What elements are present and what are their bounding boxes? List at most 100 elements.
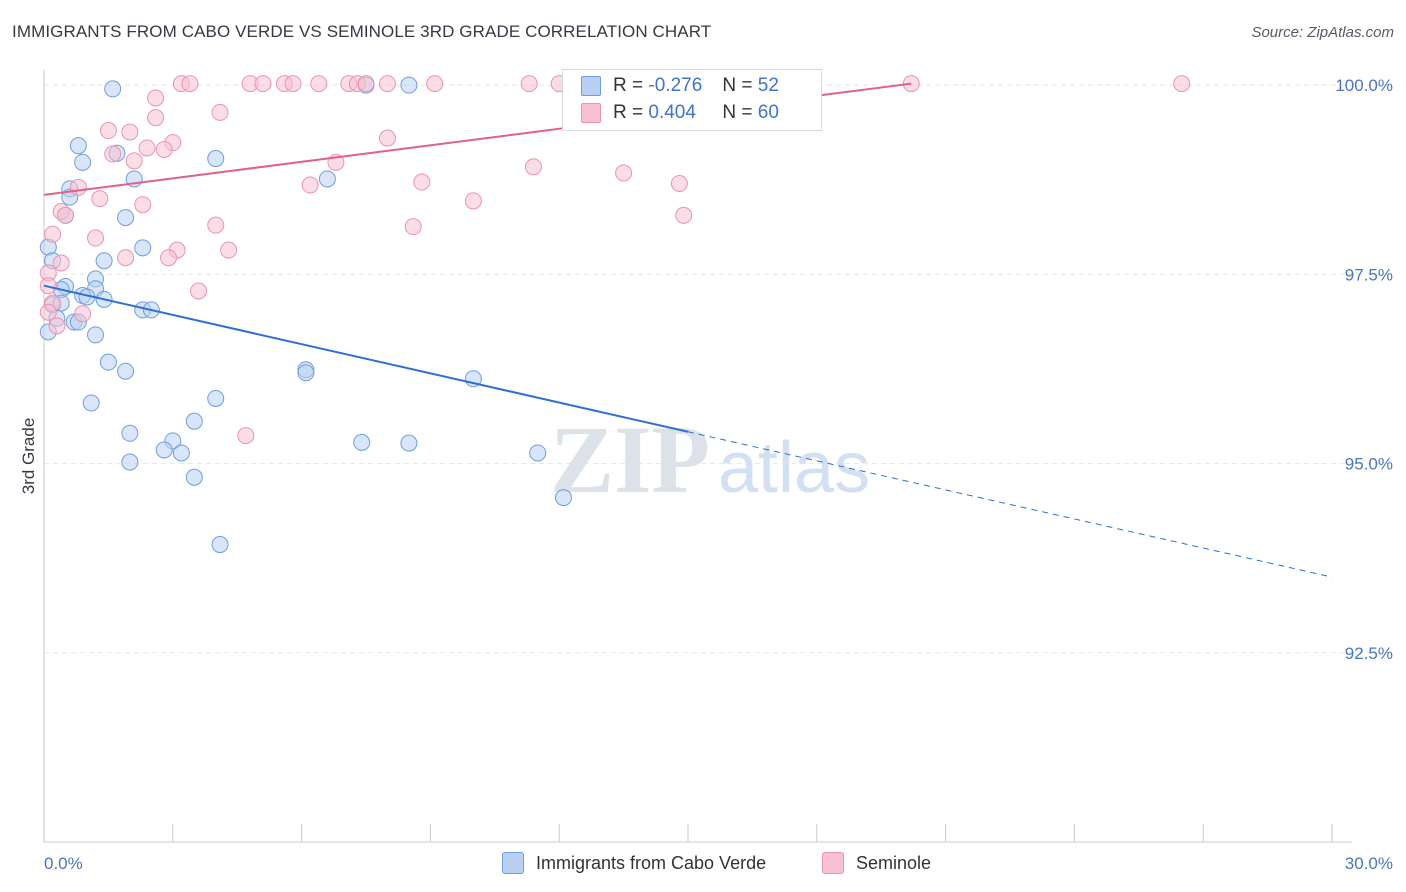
r-label: R = <box>613 75 644 96</box>
cabo-verde-point <box>185 468 203 486</box>
seminole-point <box>211 103 229 121</box>
cabo-verde-point <box>117 209 135 227</box>
y-tick-label: 100.0% <box>1335 76 1393 95</box>
cabo-verde-trendline-extension <box>687 431 1333 578</box>
cabo-verde-point <box>121 453 139 471</box>
seminole-point <box>207 216 225 234</box>
source-label: Source: ZipAtlas.com <box>1251 24 1394 41</box>
seminole-point <box>134 196 152 214</box>
cabo-verde-point <box>104 80 122 98</box>
seminole-point <box>147 109 165 127</box>
cabo-verde-point <box>211 536 229 554</box>
cabo-verde-point <box>134 239 152 257</box>
seminole-point <box>44 225 62 243</box>
blue-swatch <box>502 852 524 874</box>
seminole-point <box>357 75 375 93</box>
seminole-point <box>181 75 199 93</box>
seminole-point <box>74 305 92 323</box>
cabo-verde-point <box>99 353 117 371</box>
seminole-point <box>160 249 178 267</box>
blue-swatch <box>581 76 601 96</box>
cabo-verde-point <box>69 137 87 155</box>
r-label: R = <box>613 102 644 123</box>
cabo-verde-point <box>87 326 105 344</box>
cabo-verde-point <box>207 150 225 168</box>
seminole-point <box>310 75 328 93</box>
watermark-zip: ZIP <box>550 406 710 513</box>
seminole-point <box>301 176 319 194</box>
y-tick-label: 95.0% <box>1345 455 1393 474</box>
n-label: N = <box>722 102 753 123</box>
gridlines <box>44 84 1392 654</box>
stats-legend-row-blue: R = -0.276 N = 52 <box>581 73 779 99</box>
legend-item-seminole[interactable]: Seminole <box>822 852 931 874</box>
pink-swatch <box>822 852 844 874</box>
y-tick-label: 92.5% <box>1345 644 1393 663</box>
seminole-point <box>378 129 396 147</box>
seminole-point <box>52 254 70 272</box>
pink-swatch <box>581 103 601 123</box>
cabo-verde-point <box>155 441 173 459</box>
x-tick-label: 0.0% <box>44 854 83 873</box>
seminole-point <box>125 152 143 170</box>
cabo-verde-point <box>353 433 371 451</box>
seminole-point <box>121 123 139 141</box>
y-tick-label: 97.5% <box>1345 265 1393 284</box>
seminole-point <box>190 282 208 300</box>
cabo-verde-point <box>121 424 139 442</box>
cabo-verde-point <box>207 389 225 407</box>
seminole-point <box>1173 75 1191 93</box>
seminole-point <box>104 145 122 163</box>
r-value: 0.404 <box>648 102 696 123</box>
seminole-point <box>117 249 135 267</box>
seminole-point <box>615 164 633 182</box>
cabo-verde-point <box>95 252 113 270</box>
stats-legend-row-pink: R = 0.404 N = 60 <box>581 100 779 126</box>
cabo-verde-point <box>400 434 418 452</box>
cabo-verde-point <box>400 76 418 94</box>
stats-legend: R = -0.276 N = 52 R = 0.404 N = 60 <box>562 69 822 131</box>
cabo-verde-trendline <box>43 284 689 433</box>
legend-item-cabo-verde[interactable]: Immigrants from Cabo Verde <box>502 852 766 874</box>
seminole-point <box>675 206 693 224</box>
seminole-point <box>404 218 422 236</box>
cabo-verde-point <box>74 153 92 171</box>
seminole-point <box>48 317 66 335</box>
seminole-point <box>220 241 238 259</box>
seminole-point <box>87 229 105 247</box>
series-legend: Immigrants from Cabo Verde Seminole <box>0 852 1406 878</box>
seminole-point <box>524 158 542 176</box>
cabo-verde-point <box>117 362 135 380</box>
seminole-point <box>91 190 109 208</box>
cabo-verde-point <box>554 489 572 507</box>
seminole-point <box>284 75 302 93</box>
tick-labels: 92.5% 95.0% 97.5% 100.0% 0.0% 30.0% <box>44 76 1393 873</box>
seminole-point <box>99 122 117 140</box>
seminole-point <box>426 75 444 93</box>
seminole-point <box>520 75 538 93</box>
seminole-point <box>69 178 87 196</box>
legend-label: Immigrants from Cabo Verde <box>536 852 767 873</box>
axes <box>43 70 1352 843</box>
seminole-point <box>378 75 396 93</box>
cabo-verde-point <box>82 394 100 412</box>
cabo-verde-point <box>529 444 547 462</box>
x-tick-label: 30.0% <box>1345 854 1393 873</box>
seminole-point <box>56 206 74 224</box>
seminole-point <box>413 173 431 191</box>
r-value: -0.276 <box>648 75 703 96</box>
cabo-verde-point <box>185 412 203 430</box>
seminole-point <box>147 89 165 107</box>
y-axis-label: 3rd Grade <box>19 418 38 495</box>
cabo-verde-point <box>318 170 336 188</box>
cabo-verde-point <box>297 364 315 382</box>
seminole-point <box>138 139 156 157</box>
seminole-point <box>155 140 173 158</box>
legend-label: Seminole <box>856 852 932 873</box>
seminole-point <box>464 192 482 210</box>
watermark-atlas: atlas <box>718 428 870 508</box>
n-label: N = <box>722 75 753 96</box>
chart-title: IMMIGRANTS FROM CABO VERDE VS SEMINOLE 3… <box>12 22 712 41</box>
seminole-point <box>39 303 57 321</box>
